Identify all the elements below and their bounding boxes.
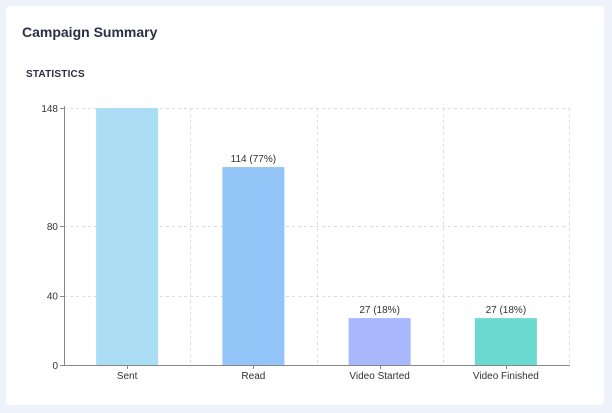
data-label-1: 114 (77%) (231, 154, 276, 165)
x-tick-label-3: Video Finished (473, 371, 539, 382)
y-tick-label-0: 0 (52, 361, 58, 372)
x-tick-label-0: Sent (117, 371, 138, 382)
x-tick-label-2: Video Started (349, 371, 409, 382)
x-tick-label-1: Read (241, 371, 265, 382)
card-title: Campaign Summary (22, 24, 158, 40)
statistics-label: STATISTICS (26, 69, 85, 80)
y-tick-label-2: 80 (47, 222, 59, 233)
bar-video-started (348, 318, 411, 365)
bar-sent (96, 108, 159, 365)
data-label-3: 27 (18%) (486, 305, 527, 316)
y-tick-label-3: 148 (41, 104, 58, 115)
data-label-2: 27 (18%) (359, 305, 400, 316)
bar-read (222, 167, 285, 365)
bar-video-finished (474, 318, 537, 365)
y-tick-label-1: 40 (47, 292, 59, 303)
